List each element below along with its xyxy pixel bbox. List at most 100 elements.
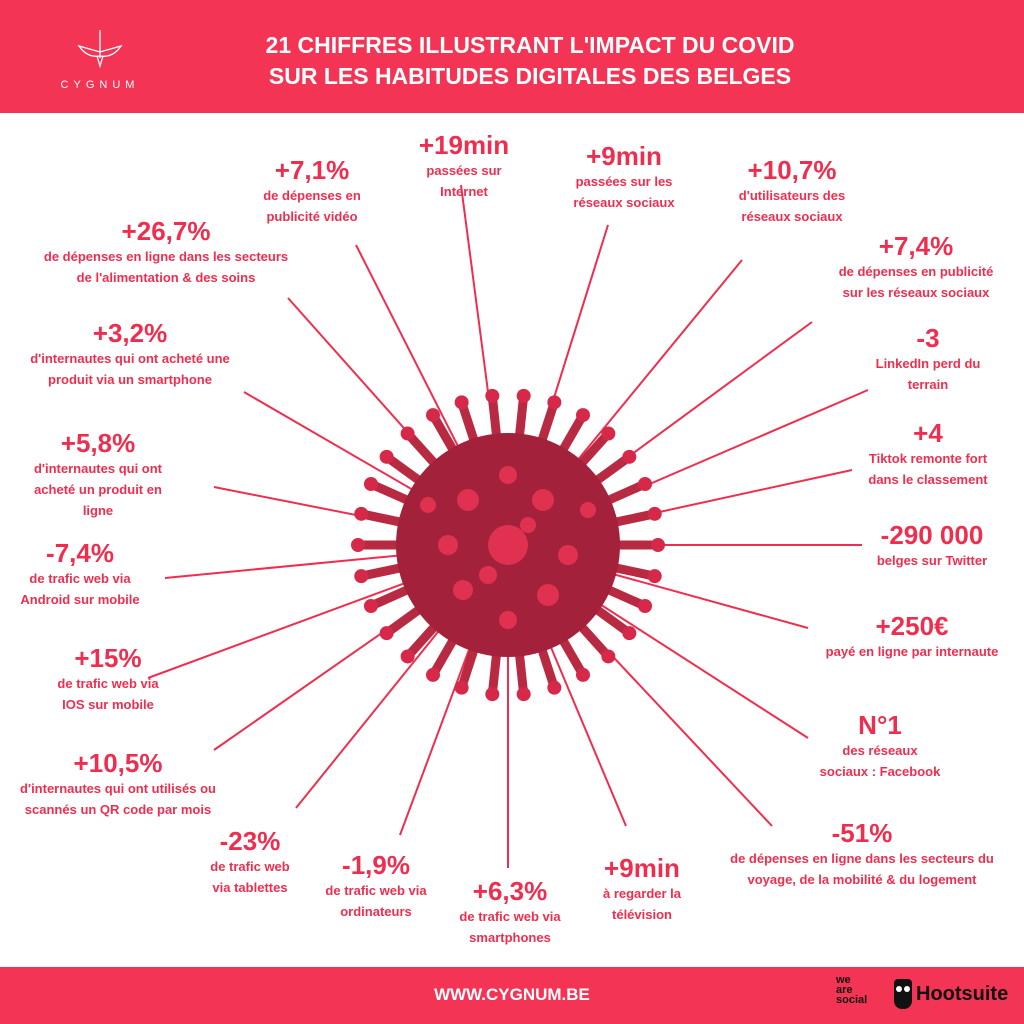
stat-description: télévision: [612, 907, 672, 922]
spike-knob: [647, 569, 662, 584]
stat-value: +10,7%: [747, 155, 837, 185]
stat-item: +250€ payé en ligne par internaute: [826, 611, 999, 662]
stat-value: +15%: [74, 643, 142, 673]
virus-spot: [558, 545, 578, 565]
stat-item: +7,1% de dépenses en publicité vidéo: [263, 155, 361, 227]
stat-value: +250€: [875, 611, 949, 641]
spike-knob: [647, 506, 662, 521]
stat-description: réseaux sociaux: [741, 209, 843, 224]
stat-item: +9min à regarder la télévision: [603, 853, 681, 925]
stat-value: +7,4%: [878, 231, 954, 261]
spike-knob: [638, 599, 653, 614]
stat-description: d'utilisateurs des: [738, 188, 846, 203]
stat-value: +3,2%: [92, 318, 168, 348]
virus-spot: [537, 584, 559, 606]
stat-description: smartphones: [469, 930, 551, 945]
stat-item: -3 LinkedIn perd du terrain: [876, 323, 981, 395]
stat-description: acheté un produit en: [34, 482, 162, 497]
stat-description: de dépenses en publicité: [838, 264, 994, 279]
spike-knob: [426, 667, 440, 682]
stat-value: -290 000: [880, 520, 984, 550]
stat-value: +9min: [586, 141, 662, 171]
stat-description: produit via un smartphone: [48, 372, 212, 387]
stat-description: de dépenses en ligne dans les secteurs: [43, 249, 289, 264]
virus-spot: [457, 489, 479, 511]
stat-description: terrain: [907, 377, 949, 392]
spike-knob: [601, 426, 616, 441]
spike-knob: [547, 395, 562, 410]
we-are-social-logo: we are social: [836, 974, 868, 1006]
virus-spot: [520, 517, 536, 533]
stat-description: passées sur les: [575, 174, 673, 189]
website-link[interactable]: WWW.CYGNUM.BE: [434, 985, 590, 1004]
stat-description: Tiktok remonte fort: [868, 451, 988, 466]
spike-knob: [576, 408, 590, 423]
stat-description: de dépenses en: [263, 188, 361, 203]
spike-knob: [638, 476, 653, 491]
stat-item: -7,4% de trafic web via Android sur mobile: [20, 538, 139, 610]
cygnum-logo: CYGNUM: [55, 28, 145, 91]
stat-description: scannés un QR code par mois: [24, 802, 212, 817]
spike-knob: [651, 538, 665, 552]
footer-banner: WWW.CYGNUM.BE we are social Hootsuite: [0, 967, 1024, 1024]
stat-description: ordinateurs: [340, 904, 412, 919]
virus-spot: [479, 566, 497, 584]
stat-item: -23% de trafic web via tablettes: [210, 826, 289, 898]
stat-description: d'internautes qui ont utilisés ou: [20, 781, 216, 796]
stat-value: -23%: [219, 826, 281, 856]
hootsuite-logo: Hootsuite: [894, 979, 1008, 1009]
spike-knob: [622, 626, 637, 641]
stat-description: Android sur mobile: [20, 592, 140, 607]
spike-knob: [354, 506, 369, 521]
stat-description: sociaux : Facebook: [819, 764, 941, 779]
stat-description: dans le classement: [868, 472, 988, 487]
stat-description: de dépenses en ligne dans les secteurs d…: [730, 851, 994, 866]
spike-knob: [363, 476, 378, 491]
stat-item: +26,7% de dépenses en ligne dans les sect…: [44, 216, 288, 288]
stat-value: -1,9%: [342, 850, 410, 880]
stat-item: +6,3% de trafic web via smartphones: [459, 876, 560, 948]
spike-knob: [485, 388, 500, 403]
stat-description: réseaux sociaux: [573, 195, 675, 210]
stat-item: +9min passées sur les réseaux sociaux: [573, 141, 674, 213]
spike-knob: [379, 449, 394, 464]
stat-value: -51%: [831, 818, 893, 848]
spike-knob: [379, 626, 394, 641]
spike-knob: [485, 687, 500, 702]
stat-description: de l'alimentation & des soins: [76, 270, 256, 285]
stat-value: -3: [916, 323, 940, 353]
stat-value: +5,8%: [60, 428, 136, 458]
spike-knob: [363, 599, 378, 614]
stat-value: +7,1%: [274, 155, 350, 185]
stat-value: +19min: [418, 130, 510, 160]
stat-description: de trafic web via: [57, 676, 159, 691]
stat-description: d'internautes qui ont: [33, 461, 163, 476]
virus-spot: [580, 502, 596, 518]
spike-knob: [351, 538, 365, 552]
spike-knob: [516, 388, 531, 403]
stat-item: +7,4% de dépenses en publicité sur les rés…: [839, 231, 994, 303]
stat-item: +19min passées sur Internet: [419, 130, 509, 202]
spike-knob: [547, 680, 562, 695]
title-line-1: 21 CHIFFRES ILLUSTRANT L'IMPACT DU COVID: [265, 32, 795, 58]
spike-knob: [576, 667, 590, 682]
stat-value: +10,5%: [73, 748, 163, 778]
spike-knob: [400, 426, 415, 441]
spike-knob: [601, 649, 616, 664]
virus-spot: [499, 611, 517, 629]
swan-icon: [77, 30, 123, 69]
stat-item: -290 000 belges sur Twitter: [877, 520, 987, 571]
stat-description: belges sur Twitter: [876, 553, 988, 568]
stat-item: +10,7% d'utilisateurs des réseaux sociaux: [739, 155, 845, 227]
stat-item: +5,8% d'internautes qui ont acheté un prod…: [34, 428, 162, 521]
spike-knob: [516, 687, 531, 702]
stat-description: IOS sur mobile: [62, 697, 154, 712]
stat-description: LinkedIn perd du: [875, 356, 981, 371]
stat-value: +6,3%: [472, 876, 548, 906]
stat-description: de trafic web via: [29, 571, 131, 586]
stat-value: +26,7%: [121, 216, 211, 246]
virus-spot: [488, 525, 528, 565]
logo-text: CYGNUM: [60, 79, 140, 91]
spike-knob: [454, 680, 469, 695]
